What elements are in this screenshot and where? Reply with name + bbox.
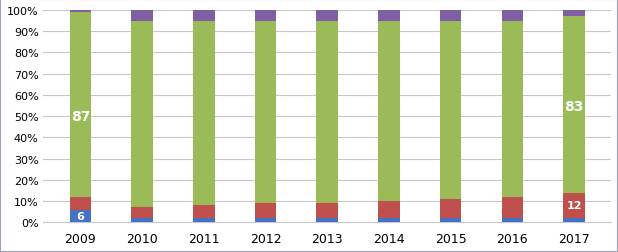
- Bar: [563, 17, 585, 193]
- Bar: [440, 218, 462, 223]
- Bar: [193, 21, 214, 206]
- Bar: [440, 199, 462, 218]
- Bar: [378, 11, 400, 21]
- Bar: [502, 218, 523, 223]
- Bar: [440, 21, 462, 199]
- Bar: [316, 21, 338, 203]
- Bar: [316, 11, 338, 21]
- Bar: [70, 210, 91, 223]
- Bar: [132, 218, 153, 223]
- Text: 12: 12: [566, 201, 582, 210]
- Bar: [378, 218, 400, 223]
- Bar: [132, 21, 153, 208]
- Bar: [255, 218, 276, 223]
- Bar: [70, 13, 91, 197]
- Bar: [255, 11, 276, 21]
- Bar: [193, 11, 214, 21]
- Bar: [563, 193, 585, 218]
- Bar: [70, 11, 91, 13]
- Bar: [193, 218, 214, 223]
- Bar: [70, 197, 91, 210]
- Bar: [132, 11, 153, 21]
- Bar: [132, 208, 153, 218]
- Bar: [502, 197, 523, 218]
- Bar: [378, 201, 400, 218]
- Bar: [563, 11, 585, 17]
- Bar: [502, 21, 523, 197]
- Text: 83: 83: [564, 99, 584, 113]
- Bar: [502, 11, 523, 21]
- Bar: [193, 206, 214, 218]
- Bar: [378, 21, 400, 201]
- Bar: [563, 218, 585, 223]
- Text: 6: 6: [77, 211, 85, 221]
- Bar: [440, 11, 462, 21]
- Text: 87: 87: [71, 110, 90, 124]
- Bar: [316, 203, 338, 218]
- Bar: [255, 203, 276, 218]
- Bar: [316, 218, 338, 223]
- Bar: [255, 21, 276, 203]
